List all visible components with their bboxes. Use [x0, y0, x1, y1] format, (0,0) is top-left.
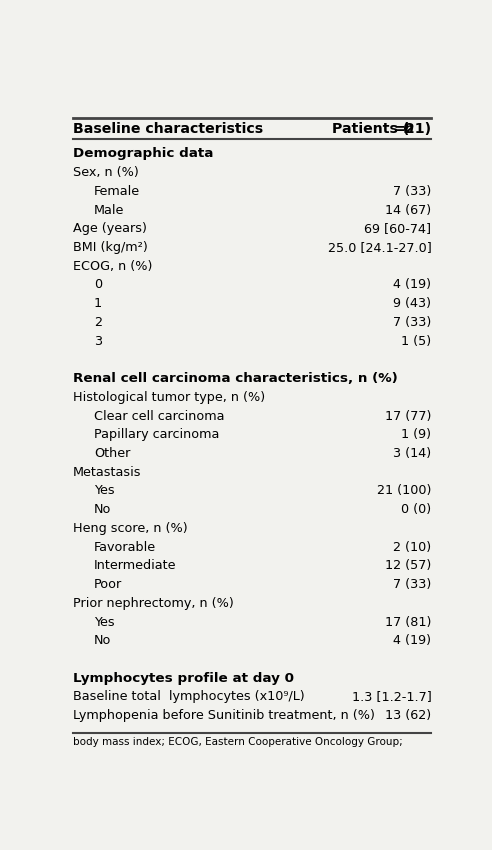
Text: 1.3 [1.2-1.7]: 1.3 [1.2-1.7]: [352, 690, 431, 704]
Text: 21 (100): 21 (100): [377, 484, 431, 497]
Text: Heng score, n (%): Heng score, n (%): [73, 522, 187, 535]
Text: 12 (57): 12 (57): [385, 559, 431, 572]
Text: 7 (33): 7 (33): [393, 578, 431, 591]
Text: 17 (77): 17 (77): [385, 410, 431, 422]
Text: 69 [60-74]: 69 [60-74]: [365, 223, 431, 235]
Text: 13 (62): 13 (62): [385, 709, 431, 722]
Text: 4 (19): 4 (19): [394, 634, 431, 648]
Text: Renal cell carcinoma characteristics, n (%): Renal cell carcinoma characteristics, n …: [73, 372, 398, 385]
Text: 9 (43): 9 (43): [394, 298, 431, 310]
Text: Poor: Poor: [94, 578, 122, 591]
Text: BMI (kg/m²): BMI (kg/m²): [73, 241, 148, 254]
Text: 3: 3: [94, 335, 102, 348]
Text: Baseline characteristics: Baseline characteristics: [73, 122, 263, 135]
Text: Clear cell carcinoma: Clear cell carcinoma: [94, 410, 224, 422]
Text: Prior nephrectomy, n (%): Prior nephrectomy, n (%): [73, 597, 234, 609]
Text: 4 (19): 4 (19): [394, 279, 431, 292]
Text: No: No: [94, 503, 111, 516]
Text: Favorable: Favorable: [94, 541, 156, 553]
Text: Other: Other: [94, 447, 130, 460]
Text: =21): =21): [393, 122, 431, 135]
Text: ECOG, n (%): ECOG, n (%): [73, 260, 153, 273]
Text: Male: Male: [94, 204, 124, 217]
Text: Histological tumor type, n (%): Histological tumor type, n (%): [73, 391, 265, 404]
Text: Baseline total  lymphocytes (x10⁹/L): Baseline total lymphocytes (x10⁹/L): [73, 690, 305, 704]
Text: 7 (33): 7 (33): [393, 316, 431, 329]
Text: Metastasis: Metastasis: [73, 466, 141, 479]
Text: Yes: Yes: [94, 615, 115, 629]
Text: 1 (5): 1 (5): [401, 335, 431, 348]
Text: 2: 2: [94, 316, 102, 329]
Text: Age (years): Age (years): [73, 223, 147, 235]
Text: Papillary carcinoma: Papillary carcinoma: [94, 428, 219, 441]
Text: 1: 1: [94, 298, 102, 310]
Text: 14 (67): 14 (67): [385, 204, 431, 217]
Text: Intermediate: Intermediate: [94, 559, 177, 572]
Text: 1 (9): 1 (9): [401, 428, 431, 441]
Text: Yes: Yes: [94, 484, 115, 497]
Text: Patients (: Patients (: [332, 122, 409, 135]
Text: body mass index; ECOG, Eastern Cooperative Oncology Group;: body mass index; ECOG, Eastern Cooperati…: [73, 737, 402, 747]
Text: 17 (81): 17 (81): [385, 615, 431, 629]
Text: Lymphocytes profile at day 0: Lymphocytes profile at day 0: [73, 672, 294, 685]
Text: 0 (0): 0 (0): [401, 503, 431, 516]
Text: No: No: [94, 634, 111, 648]
Text: Lymphopenia before Sunitinib treatment, n (%): Lymphopenia before Sunitinib treatment, …: [73, 709, 375, 722]
Text: Sex, n (%): Sex, n (%): [73, 166, 139, 179]
Text: Female: Female: [94, 184, 140, 198]
Text: 7 (33): 7 (33): [393, 184, 431, 198]
Text: 3 (14): 3 (14): [393, 447, 431, 460]
Text: n: n: [404, 122, 414, 135]
Text: 0: 0: [94, 279, 102, 292]
Text: 2 (10): 2 (10): [393, 541, 431, 553]
Text: Demographic data: Demographic data: [73, 147, 214, 161]
Text: 25.0 [24.1-27.0]: 25.0 [24.1-27.0]: [328, 241, 431, 254]
